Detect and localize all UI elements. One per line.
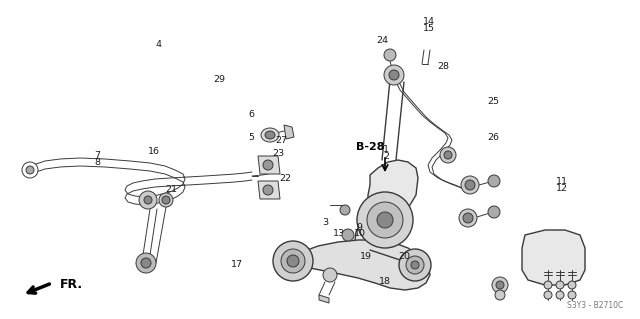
- Circle shape: [465, 180, 475, 190]
- Polygon shape: [355, 160, 418, 252]
- Text: 29: 29: [213, 75, 225, 84]
- Text: 14: 14: [423, 17, 435, 26]
- Circle shape: [26, 166, 34, 174]
- Circle shape: [444, 151, 452, 159]
- Circle shape: [440, 147, 456, 163]
- Text: S3Y3 - B2710C: S3Y3 - B2710C: [567, 300, 623, 309]
- Circle shape: [139, 191, 157, 209]
- Circle shape: [377, 212, 393, 228]
- Circle shape: [281, 249, 305, 273]
- Text: 2: 2: [383, 152, 389, 161]
- Circle shape: [544, 281, 552, 289]
- Text: 18: 18: [380, 277, 391, 286]
- Circle shape: [556, 291, 564, 299]
- Circle shape: [488, 206, 500, 218]
- Circle shape: [389, 70, 399, 80]
- Text: B-28: B-28: [356, 142, 384, 152]
- Circle shape: [463, 213, 473, 223]
- Text: 17: 17: [231, 260, 243, 269]
- Circle shape: [340, 205, 350, 215]
- Polygon shape: [284, 125, 294, 139]
- Text: 27: 27: [276, 136, 287, 145]
- Text: 1: 1: [383, 145, 389, 154]
- Circle shape: [495, 290, 505, 300]
- Text: 6: 6: [248, 110, 255, 119]
- Circle shape: [568, 291, 576, 299]
- Text: 10: 10: [354, 229, 365, 238]
- Circle shape: [357, 192, 413, 248]
- Circle shape: [273, 241, 313, 281]
- Circle shape: [411, 261, 419, 269]
- Polygon shape: [258, 156, 280, 174]
- Polygon shape: [258, 181, 280, 199]
- Circle shape: [263, 160, 273, 170]
- Text: 13: 13: [333, 229, 345, 238]
- Circle shape: [287, 255, 299, 267]
- Circle shape: [159, 193, 173, 207]
- Text: 9: 9: [356, 223, 363, 232]
- Circle shape: [406, 256, 424, 274]
- Ellipse shape: [261, 128, 279, 142]
- Polygon shape: [522, 230, 585, 285]
- Text: 3: 3: [322, 218, 328, 227]
- Text: 12: 12: [556, 184, 568, 193]
- Circle shape: [544, 291, 552, 299]
- Text: 20: 20: [399, 252, 410, 261]
- Text: 22: 22: [279, 174, 291, 183]
- Circle shape: [556, 281, 564, 289]
- Circle shape: [263, 185, 273, 195]
- Circle shape: [323, 268, 337, 282]
- Text: 8: 8: [94, 158, 100, 167]
- Polygon shape: [285, 240, 430, 290]
- Circle shape: [461, 176, 479, 194]
- Circle shape: [459, 209, 477, 227]
- Text: 25: 25: [487, 97, 499, 106]
- Circle shape: [162, 196, 170, 204]
- Text: 19: 19: [360, 252, 372, 261]
- Circle shape: [399, 249, 431, 281]
- Text: 28: 28: [437, 63, 449, 71]
- Text: 26: 26: [487, 133, 499, 142]
- Circle shape: [141, 258, 151, 268]
- Text: 24: 24: [377, 36, 388, 45]
- Circle shape: [22, 162, 38, 178]
- Text: 15: 15: [423, 24, 435, 33]
- Circle shape: [496, 281, 504, 289]
- Circle shape: [342, 229, 354, 241]
- Text: FR.: FR.: [60, 278, 83, 292]
- Text: 11: 11: [556, 177, 568, 186]
- Circle shape: [568, 281, 576, 289]
- Polygon shape: [319, 295, 329, 303]
- Circle shape: [367, 202, 403, 238]
- Circle shape: [488, 175, 500, 187]
- Text: 7: 7: [94, 151, 100, 160]
- Circle shape: [384, 49, 396, 61]
- Ellipse shape: [265, 131, 275, 139]
- Circle shape: [384, 65, 404, 85]
- Circle shape: [144, 196, 152, 204]
- Text: 21: 21: [165, 185, 177, 194]
- Circle shape: [492, 277, 508, 293]
- Text: 5: 5: [248, 133, 255, 142]
- Circle shape: [136, 253, 156, 273]
- Text: 16: 16: [148, 147, 159, 156]
- Text: 4: 4: [156, 40, 162, 48]
- Text: 23: 23: [273, 149, 284, 158]
